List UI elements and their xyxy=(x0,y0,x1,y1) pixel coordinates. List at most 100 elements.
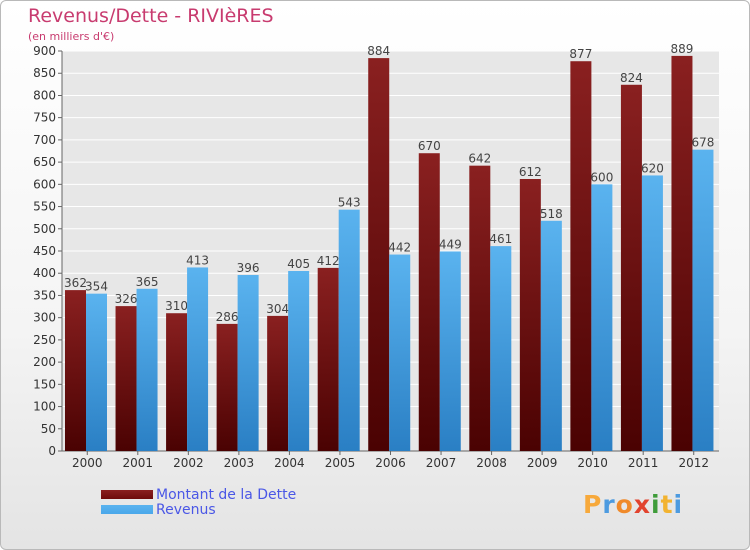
bar-revenus xyxy=(641,175,663,451)
data-label-dette: 889 xyxy=(671,42,694,56)
legend-item-dette: Montant de la Dette xyxy=(101,486,297,503)
data-label-dette: 310 xyxy=(165,299,188,313)
data-label-revenus: 543 xyxy=(338,196,361,210)
data-label-dette: 884 xyxy=(367,44,390,58)
chart-legend: Montant de la Dette Revenus xyxy=(101,486,297,518)
data-label-revenus: 518 xyxy=(540,207,563,221)
y-tick-label: 150 xyxy=(33,377,56,391)
data-label-revenus: 354 xyxy=(85,280,108,294)
bar-dette xyxy=(671,55,693,452)
logo-letter: o xyxy=(615,490,634,519)
data-label-revenus: 442 xyxy=(388,241,411,255)
data-label-revenus: 461 xyxy=(489,232,512,246)
bar-revenus xyxy=(692,149,714,451)
bar-revenus xyxy=(86,293,107,451)
logo-letter: i xyxy=(651,490,661,519)
y-tick-label: 800 xyxy=(33,88,56,102)
proxiti-logo: Proxiti xyxy=(583,490,683,519)
y-tick-label: 900 xyxy=(33,44,56,58)
bar-revenus xyxy=(237,275,259,451)
logo-letter: P xyxy=(583,490,603,519)
data-label-dette: 362 xyxy=(64,276,87,290)
bar-revenus xyxy=(288,271,310,451)
bar-dette xyxy=(570,61,592,451)
y-tick-label: 250 xyxy=(33,333,56,347)
data-label-dette: 304 xyxy=(266,302,289,316)
y-tick-label: 650 xyxy=(33,155,56,169)
x-tick-label: 2001 xyxy=(123,456,154,470)
y-tick-label: 50 xyxy=(41,422,56,436)
bar-dette xyxy=(166,313,188,451)
logo-letter: t xyxy=(660,490,674,519)
data-label-revenus: 678 xyxy=(692,136,715,150)
logo-letter: x xyxy=(633,490,651,519)
bar-dette xyxy=(418,153,440,451)
y-tick-label: 550 xyxy=(33,200,56,214)
data-label-dette: 824 xyxy=(620,71,643,85)
bar-dette xyxy=(115,306,137,451)
x-tick-label: 2005 xyxy=(325,456,356,470)
logo-letter: r xyxy=(602,490,616,519)
data-label-dette: 612 xyxy=(519,165,542,179)
data-label-dette: 877 xyxy=(569,47,592,61)
data-label-dette: 286 xyxy=(216,310,239,324)
legend-item-revenus: Revenus xyxy=(101,501,296,518)
data-label-revenus: 449 xyxy=(439,237,462,251)
bar-dette xyxy=(368,58,390,451)
x-tick-label: 2000 xyxy=(72,456,103,470)
x-tick-label: 2011 xyxy=(628,456,659,470)
x-tick-label: 2012 xyxy=(678,456,709,470)
y-tick-label: 200 xyxy=(33,355,56,369)
bar-revenus xyxy=(591,184,613,452)
x-tick-label: 2002 xyxy=(173,456,204,470)
x-tick-label: 2006 xyxy=(375,456,406,470)
x-tick-label: 2010 xyxy=(577,456,608,470)
data-label-dette: 670 xyxy=(418,139,441,153)
bar-revenus xyxy=(389,254,411,451)
bar-dette xyxy=(620,84,642,452)
data-label-dette: 326 xyxy=(115,292,138,306)
y-tick-label: 400 xyxy=(33,266,56,280)
bar-revenus xyxy=(439,251,461,451)
bar-dette xyxy=(317,267,339,451)
y-tick-label: 750 xyxy=(33,111,56,125)
bar-dette xyxy=(469,165,491,451)
data-label-revenus: 413 xyxy=(186,253,209,267)
legend-swatch-dette xyxy=(101,490,153,499)
bar-revenus xyxy=(187,267,209,451)
data-label-revenus: 396 xyxy=(237,261,260,275)
y-tick-label: 100 xyxy=(33,400,56,414)
data-label-revenus: 405 xyxy=(287,257,310,271)
bar-dette xyxy=(216,323,238,451)
data-label-revenus: 620 xyxy=(641,161,664,175)
data-label-revenus: 365 xyxy=(136,275,159,289)
data-label-dette: 642 xyxy=(468,152,491,166)
x-tick-label: 2009 xyxy=(527,456,558,470)
data-label-revenus: 600 xyxy=(590,170,613,184)
bar-dette xyxy=(65,290,86,451)
y-tick-label: 0 xyxy=(48,444,56,458)
legend-label-dette: Montant de la Dette xyxy=(156,486,297,503)
y-tick-label: 700 xyxy=(33,133,56,147)
bar-dette xyxy=(267,315,289,451)
y-tick-label: 500 xyxy=(33,222,56,236)
y-tick-label: 600 xyxy=(33,177,56,191)
legend-swatch-revenus xyxy=(101,505,153,514)
x-tick-label: 2007 xyxy=(426,456,457,470)
bar-revenus xyxy=(540,220,562,451)
x-tick-label: 2004 xyxy=(274,456,305,470)
y-tick-label: 350 xyxy=(33,288,56,302)
y-tick-label: 450 xyxy=(33,244,56,258)
x-tick-label: 2003 xyxy=(224,456,255,470)
x-tick-label: 2008 xyxy=(476,456,507,470)
legend-label-revenus: Revenus xyxy=(156,501,216,518)
chart-title: Revenus/Dette - RIVIèRES xyxy=(28,5,274,27)
bar-dette xyxy=(519,179,541,451)
bar-revenus xyxy=(136,288,158,451)
chart-subtitle: (en milliers d'€) xyxy=(28,30,115,43)
data-label-dette: 412 xyxy=(317,254,340,268)
bar-revenus xyxy=(338,209,360,451)
y-tick-label: 850 xyxy=(33,66,56,80)
